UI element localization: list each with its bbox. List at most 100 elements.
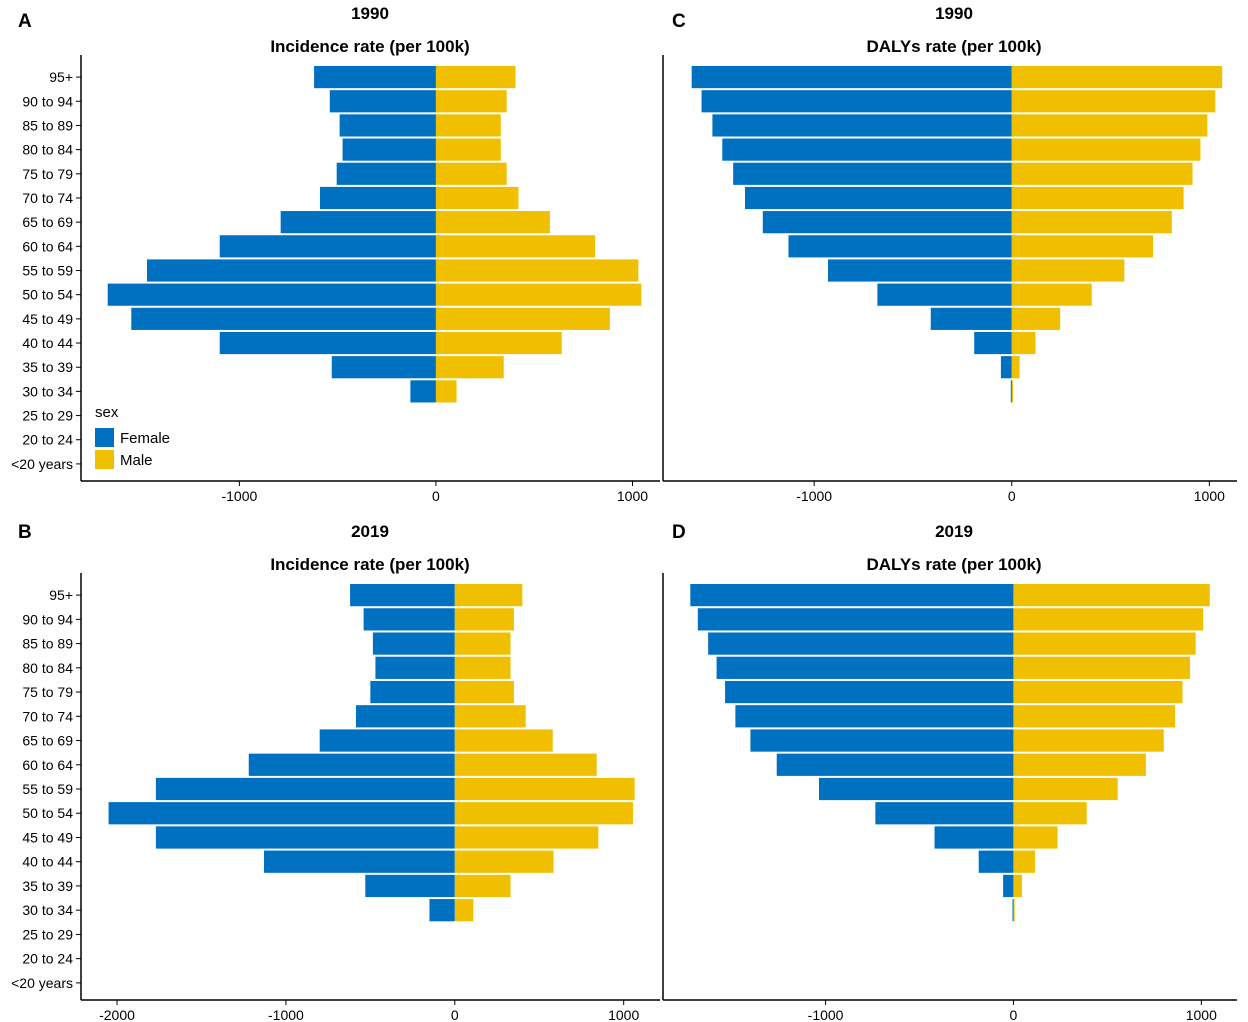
bar-male xyxy=(1013,680,1183,704)
x-tick-label: -1000 xyxy=(796,488,832,504)
legend-title: sex xyxy=(95,404,119,421)
y-tick-label: 90 to 94 xyxy=(22,93,73,109)
panel-b: B 2019 Incidence rate (per 100k) 95+ 90 to 9… xyxy=(11,522,660,1022)
bar-male xyxy=(435,90,507,113)
bar-female xyxy=(712,114,1012,137)
bar-male xyxy=(1011,307,1061,330)
bar-male xyxy=(454,632,511,655)
y-tick-label: 55 to 59 xyxy=(22,263,73,279)
bar-female xyxy=(762,211,1012,234)
y-tick-label: 80 to 84 xyxy=(22,142,73,158)
bar-female xyxy=(1012,899,1014,922)
bar-female xyxy=(219,235,436,258)
y-tick-label: 80 to 84 xyxy=(22,660,73,676)
bar-female xyxy=(363,608,455,631)
bar-male xyxy=(435,114,501,137)
bar-female xyxy=(877,283,1012,306)
bar-male xyxy=(1011,380,1013,403)
bar-male xyxy=(435,235,596,258)
bar-male xyxy=(1011,186,1184,210)
x-tick-label: 1000 xyxy=(1194,488,1225,504)
bar-male xyxy=(1013,850,1036,873)
chart-subtitle: Incidence rate (per 100k) xyxy=(270,555,469,574)
bar-female xyxy=(107,283,436,306)
bar-female xyxy=(827,259,1012,282)
y-tick-label: <20 years xyxy=(11,975,73,991)
bar-male xyxy=(435,259,639,282)
bar-male xyxy=(435,283,642,306)
y-tick-label: 55 to 59 xyxy=(22,781,73,797)
y-tick-label: 45 to 49 xyxy=(22,829,73,845)
bar-male xyxy=(1011,114,1208,137)
y-tick-label: 75 to 79 xyxy=(22,684,73,700)
bar-female xyxy=(410,380,436,403)
bar-female xyxy=(1010,380,1012,403)
bar-female xyxy=(339,114,436,137)
chart-title: 2019 xyxy=(935,522,973,541)
panel-label: C xyxy=(672,11,686,32)
bar-female xyxy=(722,138,1012,161)
chart-subtitle: Incidence rate (per 100k) xyxy=(270,37,469,56)
bar-female xyxy=(930,307,1012,330)
bar-female xyxy=(716,656,1014,679)
y-tick-label: 65 to 69 xyxy=(22,733,73,749)
bar-male xyxy=(1011,90,1216,113)
bar-male xyxy=(1011,162,1193,185)
bar-male xyxy=(1011,283,1092,306)
y-tick-label: 70 to 74 xyxy=(22,190,73,206)
bar-female xyxy=(319,186,436,210)
bar-female xyxy=(350,584,455,607)
bar-male xyxy=(1011,356,1020,379)
y-tick-label: 35 to 39 xyxy=(22,359,73,375)
bar-male xyxy=(1011,259,1125,282)
bar-female xyxy=(1003,874,1014,898)
panel-label: A xyxy=(18,11,32,32)
bar-male xyxy=(454,705,526,728)
bar-male xyxy=(1013,899,1015,922)
bar-male xyxy=(1013,802,1087,825)
bar-male xyxy=(1013,753,1146,776)
bar-male xyxy=(454,826,599,849)
y-tick-label: 70 to 74 xyxy=(22,708,73,724)
bar-female xyxy=(219,331,436,355)
bar-female xyxy=(750,729,1014,752)
bar-female xyxy=(1000,356,1012,379)
bar-male xyxy=(1013,608,1204,631)
legend-label-female: Female xyxy=(120,430,170,447)
y-tick-label: 20 to 24 xyxy=(22,432,73,448)
panel-a: A 1990 Incidence rate (per 100k) 95+ 90 to 9… xyxy=(11,4,660,504)
panel-label: B xyxy=(18,522,32,543)
bar-male xyxy=(454,584,523,607)
bar-female xyxy=(248,753,455,776)
bar-male xyxy=(435,162,507,185)
bar-male xyxy=(435,380,457,403)
bar-female xyxy=(735,705,1014,728)
chart-subtitle: DALYs rate (per 100k) xyxy=(866,37,1041,56)
y-tick-label: 90 to 94 xyxy=(22,611,73,627)
bar-female xyxy=(974,331,1012,355)
x-tick-label: 0 xyxy=(451,1007,459,1022)
bar-male xyxy=(454,680,514,704)
bar-female xyxy=(788,235,1012,258)
chart-title: 1990 xyxy=(351,4,389,23)
bar-male xyxy=(435,66,516,89)
bar-male xyxy=(1013,874,1022,898)
bar-male xyxy=(435,138,501,161)
bar-male xyxy=(454,874,511,898)
bar-male xyxy=(1011,331,1036,355)
bar-female xyxy=(263,850,455,873)
x-tick-label: 1000 xyxy=(1186,1007,1217,1022)
bar-female xyxy=(697,608,1014,631)
bar-male xyxy=(1013,826,1058,849)
bar-male xyxy=(454,656,511,679)
bar-female xyxy=(745,186,1012,210)
bar-male xyxy=(1011,138,1201,161)
bar-male xyxy=(1011,66,1223,89)
bar-female xyxy=(776,753,1014,776)
x-tick-label: 0 xyxy=(432,488,440,504)
x-tick-label: -1000 xyxy=(808,1007,844,1022)
bar-female xyxy=(375,656,455,679)
panel-c: C 1990 DALYs rate (per 100k) -1000 0 1000 xyxy=(662,4,1237,504)
y-tick-label: 85 to 89 xyxy=(22,636,73,652)
bar-female xyxy=(875,802,1014,825)
